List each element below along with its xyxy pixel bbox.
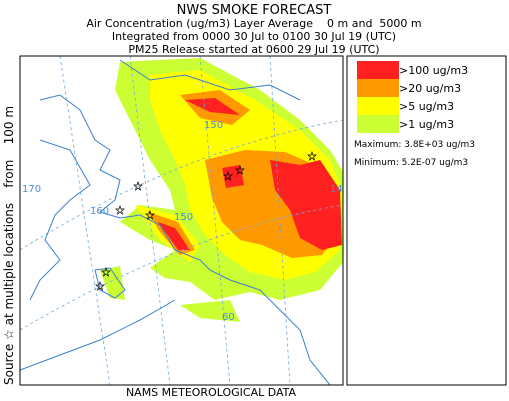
grid-label: 140: [330, 184, 349, 195]
legend: >100 ug/m3 >20 ug/m3 >5 ug/m3 >1 ug/m3 Maxim…: [354, 61, 475, 168]
maximum: Maximum: 3.8E+03 ug/m3: [354, 140, 475, 150]
grid-label: 150: [174, 212, 193, 223]
subtitle: Air Concentration (ug/m3) Layer Average …: [86, 17, 421, 30]
subtitle: PM25 Release started at 0600 29 Jul 19 (…: [128, 43, 379, 56]
grid-label: 160: [90, 206, 109, 217]
grid-label: 150: [204, 120, 223, 131]
legend-swatch: [357, 97, 399, 115]
grid-label: 60: [222, 312, 235, 323]
grid-label: 170: [22, 184, 41, 195]
legend-label: >5 ug/m3: [399, 100, 454, 113]
minimum: Minimum: 5.2E-07 ug/m3: [354, 158, 468, 168]
legend-swatch: [357, 61, 399, 79]
legend-label: >20 ug/m3: [399, 82, 461, 95]
subtitle: Integrated from 0000 30 Jul to 0100 30 J…: [112, 30, 396, 43]
title: NWS SMOKE FORECAST: [177, 3, 332, 18]
legend-swatch: [357, 79, 399, 97]
map-frame: [19, 55, 344, 386]
side-label: Source ☆ at multiple locations from 100 …: [2, 106, 16, 385]
footer: NAMS METEOROLOGICAL DATA: [126, 386, 297, 399]
legend-label: >100 ug/m3: [399, 64, 468, 77]
legend-frame: [346, 55, 507, 386]
legend-swatch: [357, 115, 399, 133]
legend-label: >1 ug/m3: [399, 118, 454, 131]
map: 170 160 150 150 140 60: [20, 56, 349, 385]
